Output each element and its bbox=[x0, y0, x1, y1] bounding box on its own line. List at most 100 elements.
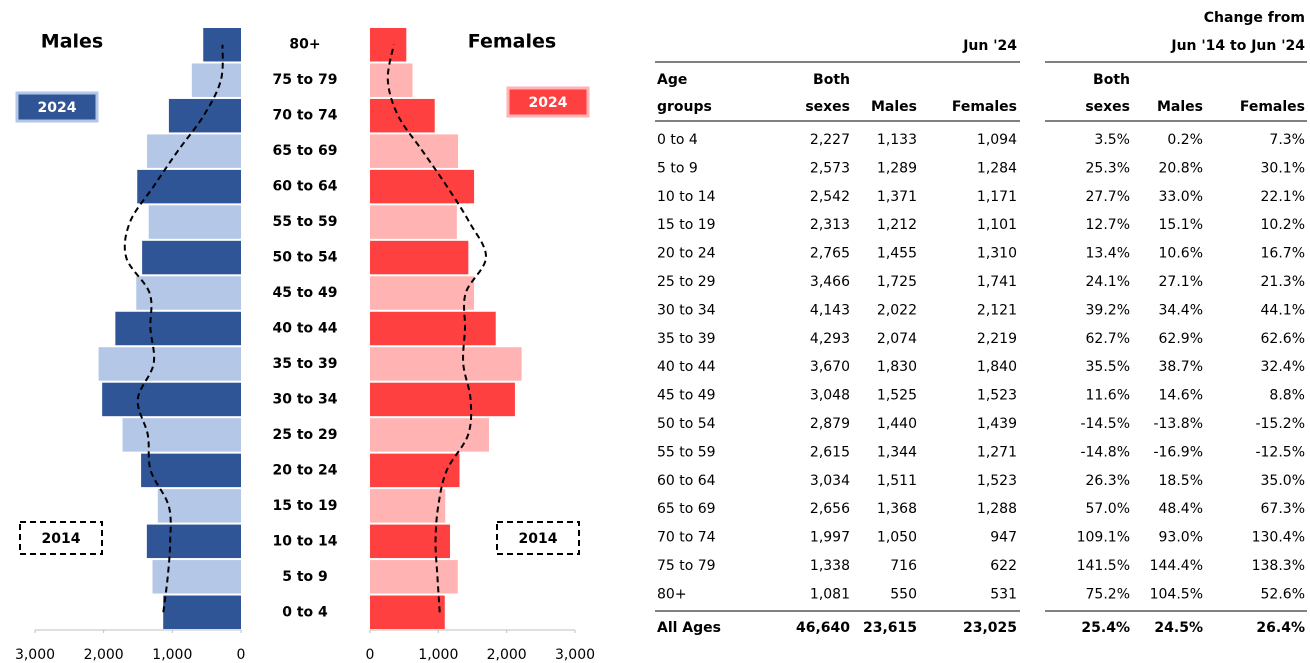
cell: 27.1% bbox=[1159, 274, 1203, 290]
cell: 0 to 4 bbox=[657, 132, 698, 148]
cell: 2,542 bbox=[810, 189, 850, 205]
bar bbox=[370, 453, 460, 488]
bar bbox=[370, 560, 458, 594]
cell: 2,656 bbox=[810, 501, 850, 517]
bar bbox=[122, 418, 241, 452]
cell: 30.1% bbox=[1261, 160, 1305, 176]
bar bbox=[370, 311, 496, 346]
cell: 35.0% bbox=[1261, 473, 1305, 489]
cell: 26.3% bbox=[1086, 473, 1130, 489]
cell: 25.3% bbox=[1086, 160, 1130, 176]
cell: 1,289 bbox=[877, 160, 917, 176]
cell: 10 to 14 bbox=[657, 189, 716, 205]
cell: 2,879 bbox=[810, 416, 850, 432]
cell: -14.5% bbox=[1080, 416, 1130, 432]
cell: 75.2% bbox=[1086, 586, 1130, 602]
legend-swatch bbox=[15, 91, 99, 123]
bar bbox=[370, 276, 475, 310]
x-tick-label: 0 bbox=[366, 647, 375, 663]
cell: 1,050 bbox=[877, 530, 917, 546]
cell: -12.5% bbox=[1255, 444, 1305, 460]
cell: 24.1% bbox=[1086, 274, 1130, 290]
cell: 21.3% bbox=[1261, 274, 1305, 290]
cell: 20.8% bbox=[1159, 160, 1203, 176]
cell: 1,081 bbox=[810, 586, 850, 602]
group-header: Change from bbox=[1204, 10, 1305, 26]
cell: 138.3% bbox=[1252, 558, 1305, 574]
legend-label: 2014 bbox=[519, 531, 558, 547]
cell: 2,121 bbox=[977, 302, 1017, 318]
bar bbox=[370, 169, 475, 204]
cell: 1,338 bbox=[810, 558, 850, 574]
cell: 62.6% bbox=[1261, 331, 1305, 347]
cell: 10.6% bbox=[1159, 246, 1203, 262]
group-header: Jun '24 bbox=[962, 38, 1017, 54]
cell: 1,271 bbox=[977, 444, 1017, 460]
bar bbox=[102, 382, 241, 417]
category-label: 35 to 39 bbox=[272, 356, 337, 372]
total-cell: 46,640 bbox=[796, 620, 850, 636]
bar bbox=[370, 28, 407, 62]
cell: 531 bbox=[990, 586, 1017, 602]
cell: 130.4% bbox=[1252, 530, 1305, 546]
cell: 0.2% bbox=[1167, 132, 1203, 148]
category-label: 75 to 79 bbox=[272, 72, 337, 88]
bar bbox=[370, 382, 515, 417]
cell: 716 bbox=[890, 558, 917, 574]
cell: 75 to 79 bbox=[657, 558, 716, 574]
cell: 10.2% bbox=[1261, 217, 1305, 233]
cell: 67.3% bbox=[1261, 501, 1305, 517]
column-header: Age bbox=[657, 72, 687, 88]
column-header: Males bbox=[1157, 99, 1203, 115]
cell: 60 to 64 bbox=[657, 473, 716, 489]
cell: 33.0% bbox=[1159, 189, 1203, 205]
bar bbox=[191, 63, 241, 97]
bar bbox=[115, 311, 241, 346]
cell: 1,368 bbox=[877, 501, 917, 517]
cell: 1,511 bbox=[877, 473, 917, 489]
cell: 62.7% bbox=[1086, 331, 1130, 347]
column-header: sexes bbox=[805, 99, 850, 115]
legend-label: 2014 bbox=[42, 531, 81, 547]
category-label: 10 to 14 bbox=[272, 533, 337, 549]
cell: 48.4% bbox=[1159, 501, 1203, 517]
cell: 25 to 29 bbox=[657, 274, 716, 290]
cell: 70 to 74 bbox=[657, 530, 716, 546]
legend-swatch bbox=[496, 521, 580, 555]
cell: 1,523 bbox=[977, 473, 1017, 489]
bar bbox=[146, 524, 241, 559]
bar bbox=[370, 98, 435, 133]
cell: 1,284 bbox=[977, 160, 1017, 176]
chart-title: Males bbox=[41, 31, 103, 53]
cell: 35.5% bbox=[1086, 359, 1130, 375]
cell: 2,573 bbox=[810, 160, 850, 176]
cell: 2,074 bbox=[877, 331, 917, 347]
cell: 141.5% bbox=[1077, 558, 1130, 574]
legend-swatch bbox=[19, 521, 103, 555]
category-label: 0 to 4 bbox=[282, 604, 328, 620]
cell: -14.8% bbox=[1080, 444, 1130, 460]
cell: 2,227 bbox=[810, 132, 850, 148]
column-header: Both bbox=[813, 72, 850, 88]
cell: 35 to 39 bbox=[657, 331, 716, 347]
cell: 27.7% bbox=[1086, 189, 1130, 205]
bar bbox=[163, 595, 241, 629]
category-label: 25 to 29 bbox=[272, 427, 337, 443]
cell: 50 to 54 bbox=[657, 416, 716, 432]
bar bbox=[136, 276, 241, 310]
cell: 16.7% bbox=[1261, 246, 1305, 262]
cell: 1,212 bbox=[877, 217, 917, 233]
cell: 4,293 bbox=[810, 331, 850, 347]
category-label: 15 to 19 bbox=[272, 498, 337, 514]
bar bbox=[148, 205, 241, 239]
category-label: 70 to 74 bbox=[272, 108, 337, 124]
cell: 3,466 bbox=[810, 274, 850, 290]
cell: 39.2% bbox=[1086, 302, 1130, 318]
cell: 34.4% bbox=[1159, 302, 1203, 318]
cell: 1,523 bbox=[977, 388, 1017, 404]
cell: 65 to 69 bbox=[657, 501, 716, 517]
cell: 2,022 bbox=[877, 302, 917, 318]
category-label: 80+ bbox=[289, 37, 320, 53]
column-header: Females bbox=[1240, 99, 1305, 115]
x-tick-label: 3,000 bbox=[555, 647, 595, 663]
